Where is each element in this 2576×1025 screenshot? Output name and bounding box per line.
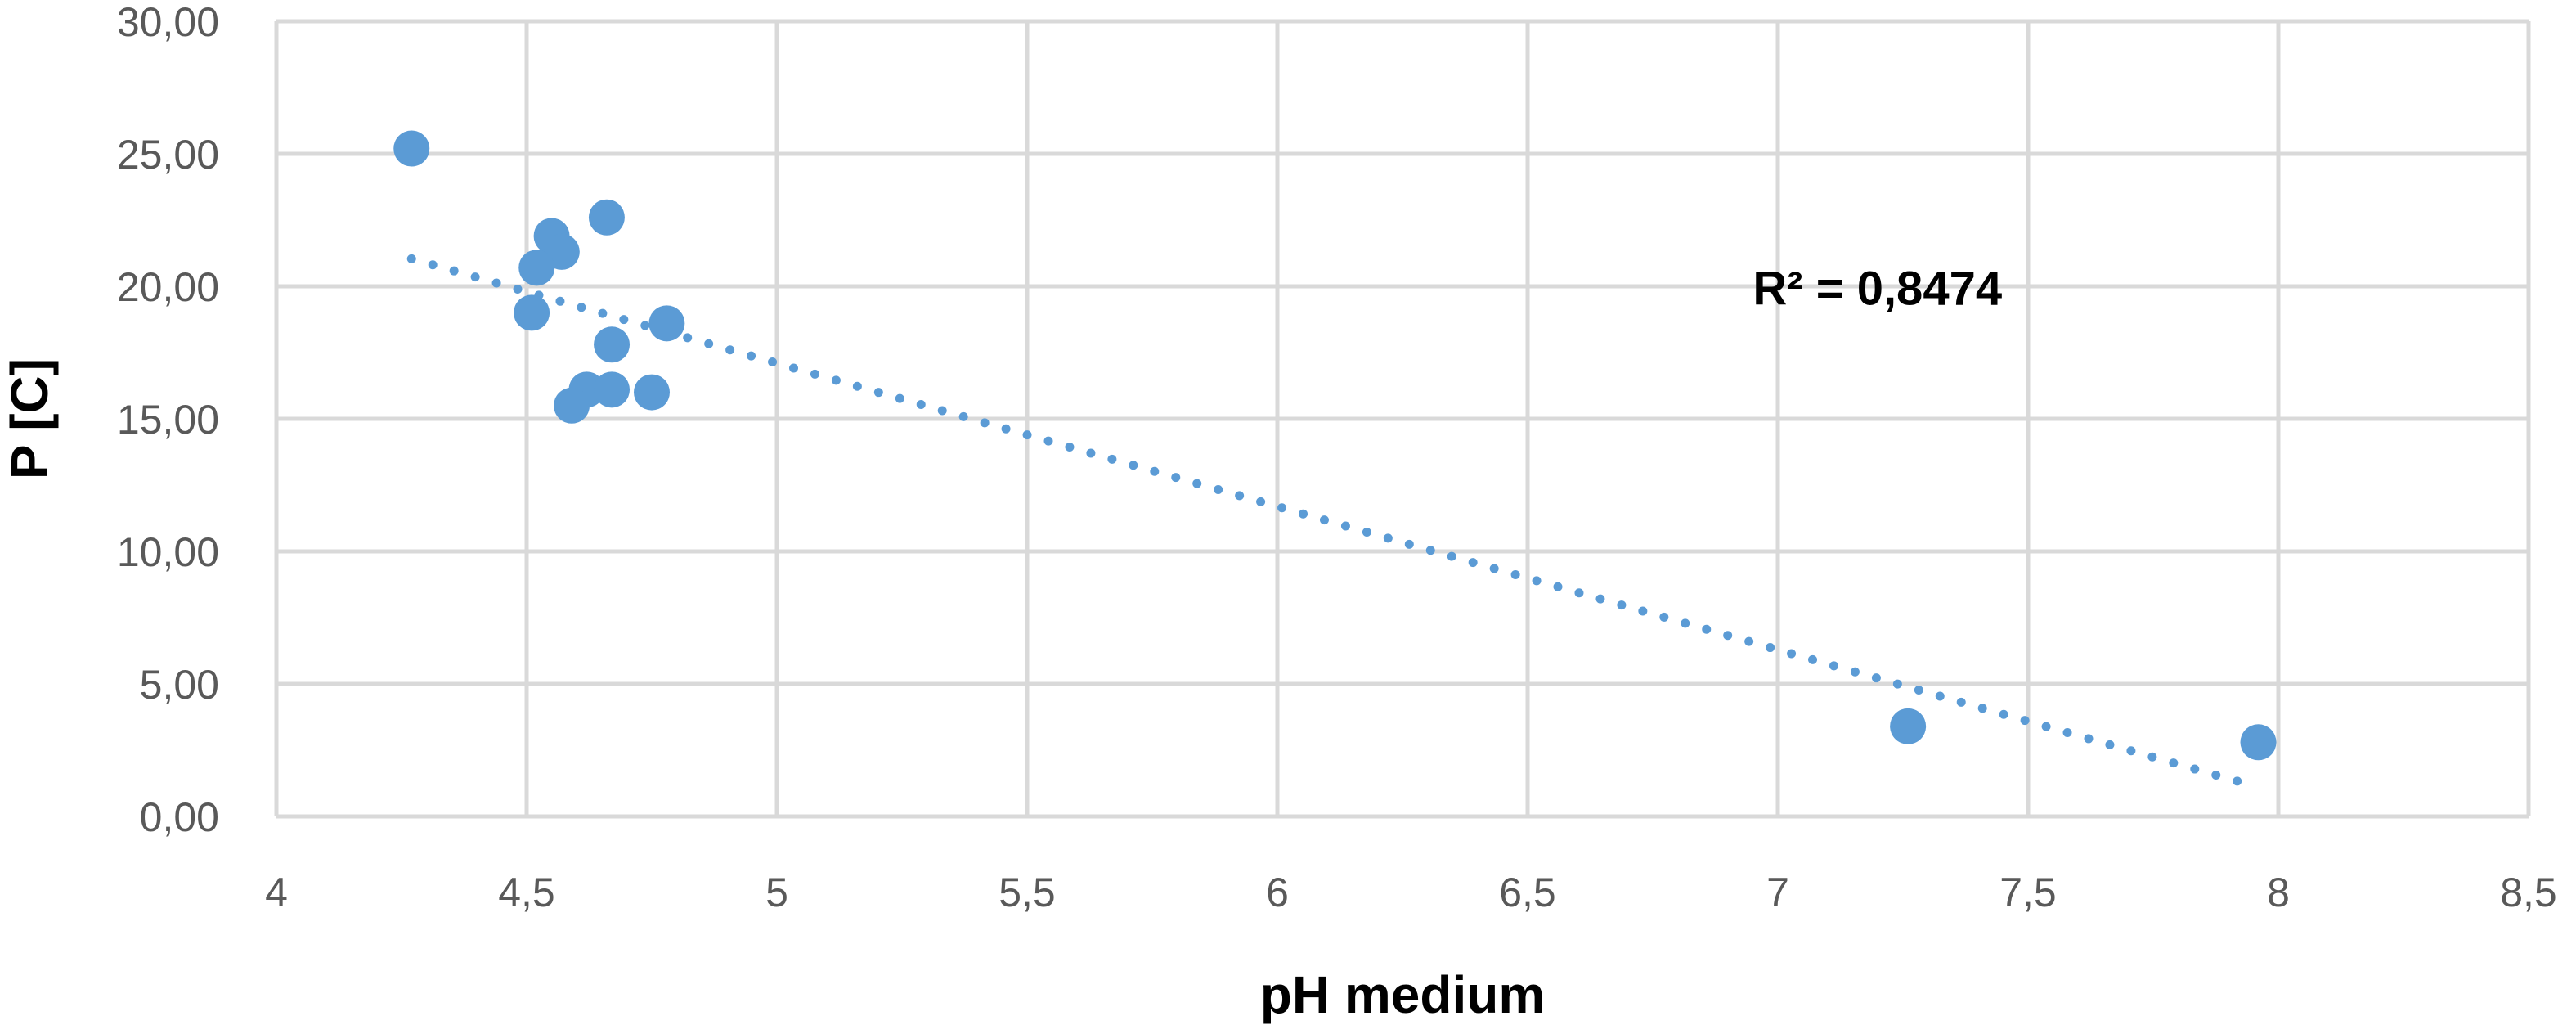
data-points [393,130,2277,761]
y-tick-label: 25,00 [117,132,219,178]
x-tick-label: 7,5 [1999,870,2057,915]
scatter-point [588,199,625,236]
y-tick-label: 20,00 [117,264,219,310]
x-tick-label: 4 [265,870,288,915]
y-tick-label: 10,00 [117,529,219,575]
x-tick-label: 6 [1266,870,1289,915]
scatter-point [648,305,685,342]
x-tick-label: 8,5 [2500,870,2557,915]
scatter-point [514,294,550,331]
y-tick-label: 5,00 [140,662,219,708]
scatter-point [594,371,631,408]
r-squared-annotation: R² = 0,8474 [1752,263,2002,316]
x-tick-label: 4,5 [498,870,555,915]
x-axis-title: pH medium [1260,965,1545,1024]
scatter-point [518,250,555,286]
y-tick-label: 15,00 [117,397,219,443]
trendline-layer [406,254,2264,792]
tick-labels: 4 4,5 5 5,5 6 6,5 7 7,5 8 8,5 0,00 5,00 10,00 15,00 20… [117,0,2557,915]
scatter-point [2240,724,2277,761]
y-tick-label: 0,00 [140,794,219,840]
x-tick-label: 5,5 [999,870,1056,915]
x-tick-label: 8 [2267,870,2290,915]
axes [274,21,2529,819]
gridlines [276,19,2531,816]
scatter-point [554,387,590,424]
trendline [406,254,2264,792]
y-tick-label: 30,00 [117,0,219,45]
scatter-point [393,130,430,167]
scatter-point [634,374,670,411]
x-tick-label: 5 [765,870,788,915]
x-tick-label: 7 [1766,870,1789,915]
scatter-point [594,326,631,363]
x-tick-label: 6,5 [1499,870,1556,915]
y-axis-title: P [C] [0,358,59,479]
scatter-point [1890,708,1927,744]
